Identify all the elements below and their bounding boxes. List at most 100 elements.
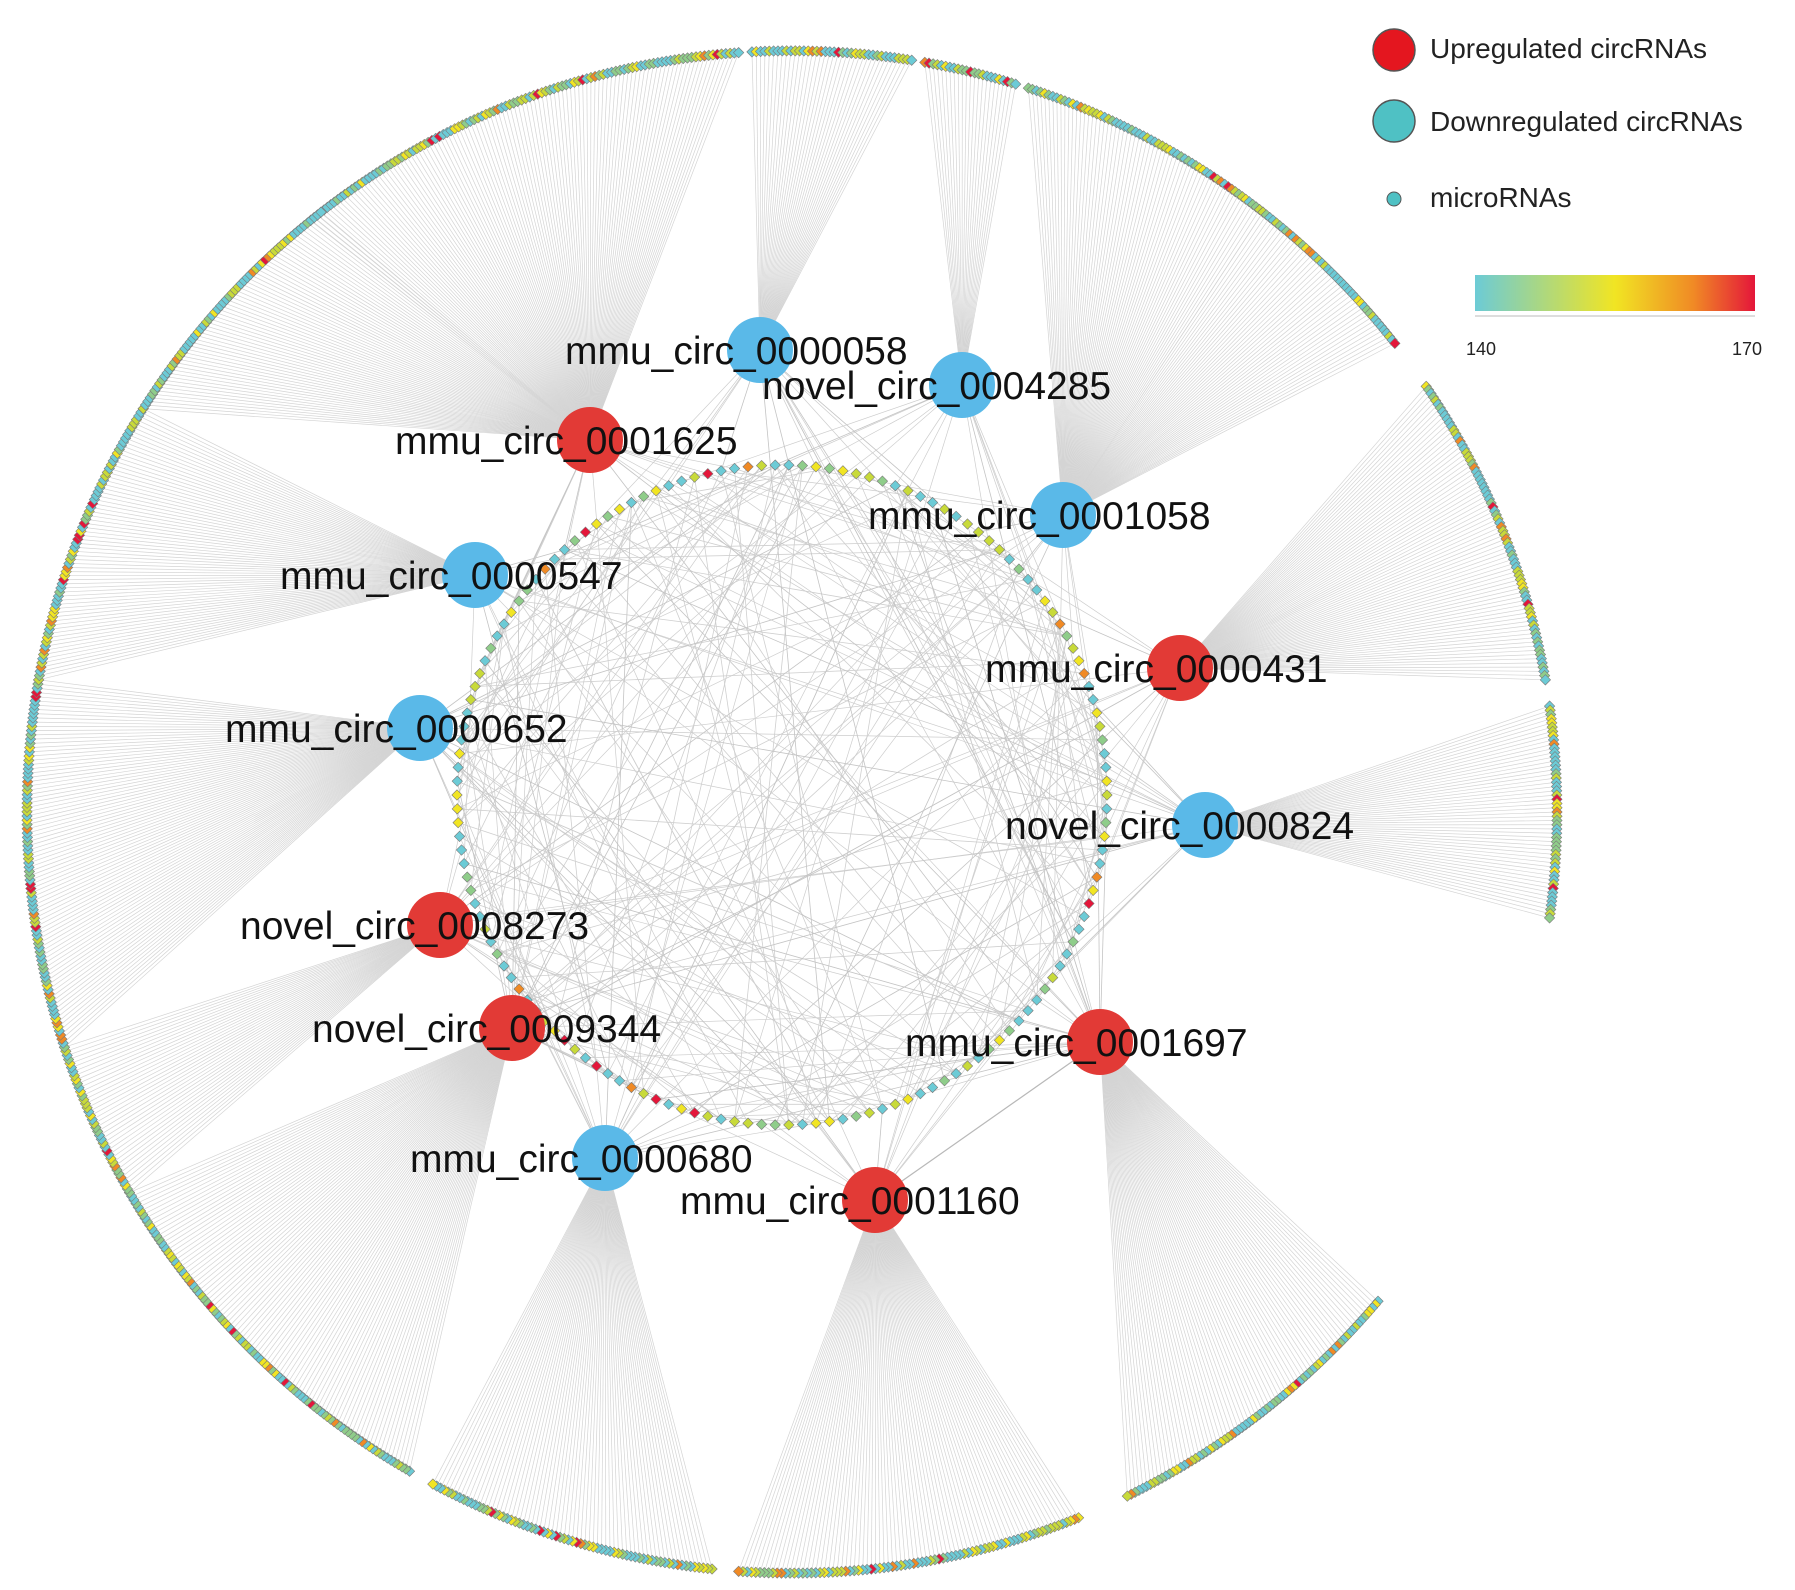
circ-mirna-edge: [287, 239, 591, 441]
circ-mirna-edge: [738, 1199, 876, 1572]
circ-mirna-edge: [117, 452, 476, 576]
circ-mirna-edge: [1062, 206, 1257, 516]
circ-mirna-edge: [604, 1157, 700, 1568]
circ-mirna-edge: [330, 1027, 513, 1420]
circ-mirna-edge: [772, 1199, 876, 1574]
circ-shared-mirna-edge: [961, 384, 1038, 591]
circ-mirna-edge: [163, 1027, 513, 1248]
circ-mirna-edge: [74, 546, 476, 576]
circ-mirna-edge: [874, 1199, 936, 1560]
circ-mirna-edge: [226, 299, 591, 441]
circ-mirna-edge: [828, 1199, 876, 1573]
circrna-node-mmu-circ-0000058: mmu_circ_0000058: [565, 317, 908, 383]
circ-mirna-edge: [274, 1027, 513, 1373]
circ-mirna-edge: [1099, 1041, 1291, 1391]
circ-mirna-edge: [290, 236, 591, 441]
circ-shared-mirna-edge: [474, 574, 957, 1074]
circ-mirna-edge: [1204, 824, 1555, 881]
circ-mirna-edge: [604, 1157, 615, 1553]
circ-mirna-edge: [59, 727, 421, 1032]
circ-mirna-edge: [200, 328, 591, 441]
circ-shared-mirna-edge: [759, 349, 830, 1122]
circ-mirna-edge: [604, 1157, 674, 1565]
inner-edge: [895, 485, 1068, 637]
circ-mirna-edge: [99, 487, 476, 576]
circ-mirna-edge: [61, 727, 421, 1040]
circ-mirna-edge: [1062, 104, 1074, 516]
circ-mirna-edge: [823, 1199, 876, 1573]
circ-mirna-edge: [401, 156, 591, 441]
circ-mirna-edge: [483, 1157, 606, 1509]
circ-mirna-edge: [746, 1199, 876, 1572]
circ-shared-mirna-edge: [734, 384, 963, 1122]
circ-mirna-edge: [296, 1027, 513, 1393]
circ-mirna-edge: [133, 1027, 513, 1201]
circ-mirna-edge: [1204, 824, 1557, 851]
circ-mirna-edge: [108, 924, 441, 1155]
mirna-node: [513, 595, 525, 607]
circ-mirna-edge: [412, 150, 591, 441]
circ-mirna-edge: [264, 1027, 513, 1364]
mirna-node: [1031, 584, 1043, 596]
mirna-node: [1039, 595, 1051, 607]
mirna-node: [590, 1060, 603, 1072]
circ-mirna-edge: [1179, 608, 1530, 669]
circ-mirna-edge: [961, 73, 980, 386]
circ-mirna-edge: [131, 426, 476, 576]
upregulated-circrna-node: [1067, 1009, 1133, 1075]
mirna-node: [569, 1043, 581, 1055]
circ-mirna-edge: [1179, 396, 1434, 669]
mirna-node: [521, 584, 533, 596]
circ-mirna-edge: [209, 318, 591, 441]
circ-mirna-edge: [1099, 1041, 1271, 1407]
inner-edge: [631, 502, 883, 1110]
circ-mirna-edge: [874, 1199, 957, 1556]
upregulated-circrna-node: [407, 892, 473, 958]
circ-mirna-edge: [1062, 141, 1156, 516]
circ-mirna-edge: [1099, 1041, 1323, 1362]
circ-mirna-edge: [1099, 1041, 1218, 1445]
circ-mirna-edge: [589, 65, 642, 441]
circ-mirna-edge: [1062, 281, 1341, 516]
circ-mirna-edge: [33, 727, 421, 915]
circ-mirna-edge: [1062, 268, 1329, 516]
circ-shared-mirna-edge: [511, 531, 979, 1029]
circ-mirna-edge: [344, 1027, 513, 1430]
inner-edge: [564, 540, 990, 551]
circ-mirna-edge: [589, 63, 654, 441]
circ-shared-mirna-edge: [511, 464, 790, 1029]
circ-mirna-edge: [601, 1157, 606, 1550]
circ-shared-mirna-edge: [759, 349, 945, 1081]
mirna-node: [755, 1118, 768, 1130]
circ-mirna-edge: [184, 348, 591, 441]
circ-mirna-edge: [1099, 1041, 1140, 1491]
circ-mirna-edge: [604, 1157, 623, 1555]
circ-mirna-edge: [576, 1157, 606, 1543]
circ-mirna-edge: [113, 460, 476, 576]
inner-edge: [631, 464, 776, 1088]
inner-edge: [643, 496, 1053, 613]
circ-mirna-edge: [1179, 575, 1520, 669]
circ-mirna-edge: [1099, 1041, 1236, 1433]
circ-mirna-edge: [115, 456, 476, 576]
circ-shared-mirna-edge: [511, 514, 1064, 978]
circ-mirna-edge: [77, 538, 476, 576]
circ-mirna-edge: [1099, 1041, 1163, 1479]
circ-mirna-edge: [71, 924, 441, 1068]
circ-mirna-edge: [71, 554, 476, 576]
circ-mirna-edge: [1062, 167, 1200, 516]
circ-mirna-edge: [1099, 1041, 1370, 1312]
circ-mirna-edge: [1062, 242, 1300, 516]
circ-mirna-edge: [35, 696, 421, 729]
mirna-node: [1100, 761, 1112, 774]
circ-mirna-edge: [379, 1027, 513, 1454]
circ-mirna-edge: [111, 464, 476, 576]
circ-mirna-edge: [1204, 824, 1556, 860]
circ-mirna-edge: [271, 253, 591, 441]
circ-mirna-edge: [759, 1199, 876, 1573]
circ-mirna-edge: [941, 65, 963, 386]
circ-mirna-edge: [553, 88, 591, 441]
circ-mirna-edge: [874, 1199, 1011, 1542]
circ-mirna-edge: [129, 1027, 513, 1193]
circ-mirna-edge: [467, 1157, 606, 1502]
